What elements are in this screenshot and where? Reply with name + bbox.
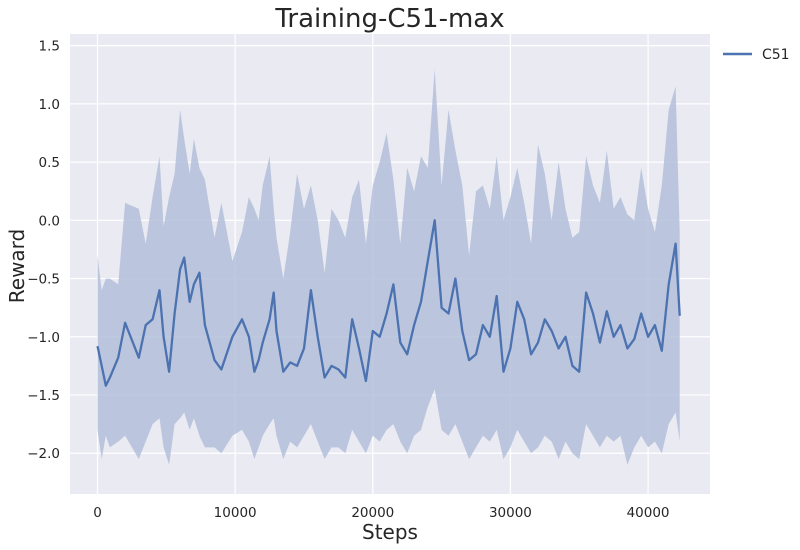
series-band-c51 xyxy=(97,68,680,465)
series-line-c51 xyxy=(96,219,681,387)
y-tick-label: 1.0 xyxy=(39,97,60,113)
x-tick-labels: 0 10000 20000 30000 40000 xyxy=(93,505,669,521)
y-tick-labels: −2.0 −1.5 −1.0 −0.5 0.0 0.5 1.0 1.5 xyxy=(27,39,60,463)
chart-title: Training-C51-max xyxy=(274,4,504,34)
x-tick-label: 40000 xyxy=(627,505,670,521)
line-layer xyxy=(96,219,681,387)
y-tick-label: −1.0 xyxy=(27,330,60,346)
y-tick-label: −1.5 xyxy=(27,388,60,404)
y-tick-label: −2.0 xyxy=(27,446,60,462)
x-tick-label: 20000 xyxy=(351,505,394,521)
legend: C51 xyxy=(723,47,790,63)
x-tick-label: 30000 xyxy=(489,505,532,521)
band-layer xyxy=(97,68,680,465)
y-tick-label: 0.5 xyxy=(39,155,60,171)
y-tick-label: 1.5 xyxy=(39,39,60,55)
y-axis-label: Reward xyxy=(5,229,29,303)
x-tick-label: 10000 xyxy=(214,505,257,521)
y-tick-label: −0.5 xyxy=(27,272,60,288)
x-axis-label: Steps xyxy=(362,520,418,544)
x-tick-label: 0 xyxy=(93,505,102,521)
y-tick-label: 0.0 xyxy=(39,213,60,229)
legend-label-c51: C51 xyxy=(762,47,790,63)
